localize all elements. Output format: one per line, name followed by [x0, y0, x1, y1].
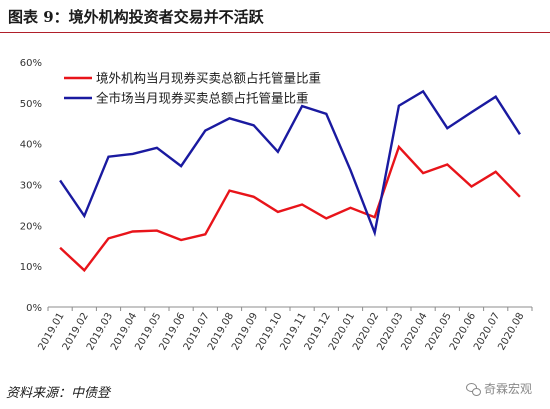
watermark-text: 奇霖宏观: [483, 382, 532, 396]
y-tick-label: 30%: [20, 181, 42, 192]
chart-title: 图表 9：境外机构投资者交易并不活跃: [8, 8, 264, 26]
line-chart: 0%10%20%30%40%50%60%2019.012019.022019.0…: [20, 58, 533, 352]
source-note: 资料来源：中债登: [6, 386, 111, 401]
legend-label: 境外机构当月现券买卖总额占托管量比重: [96, 71, 321, 86]
y-tick-label: 20%: [20, 221, 42, 232]
y-tick-label: 40%: [20, 140, 42, 151]
y-tick-label: 10%: [20, 262, 42, 273]
wechat-icon: [465, 382, 481, 396]
legend-label: 全市场当月现券买卖总额占托管量比重: [96, 91, 309, 106]
y-tick-label: 60%: [20, 58, 42, 69]
title-divider: [0, 32, 550, 33]
y-tick-label: 0%: [26, 303, 42, 314]
series-line-market: [59, 89, 521, 238]
watermark: 奇霖宏观: [465, 380, 532, 397]
y-tick-label: 50%: [20, 99, 42, 110]
series-line-foreign: [59, 144, 521, 273]
